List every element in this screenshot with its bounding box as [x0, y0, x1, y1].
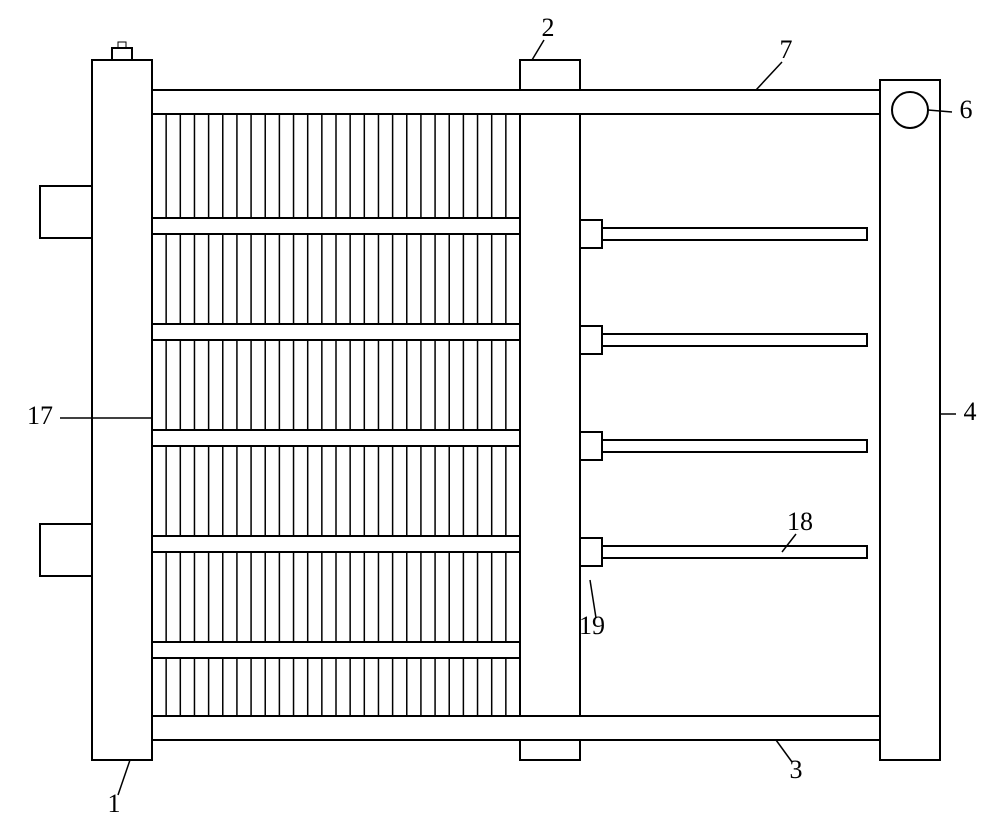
shelf-4	[152, 642, 520, 658]
label-4: 4	[964, 397, 977, 426]
top-cap	[112, 48, 132, 60]
leader-line-7	[756, 62, 782, 90]
leader-line-2	[532, 40, 544, 60]
bolt-bar-3	[602, 546, 867, 558]
bolt-head-1	[580, 326, 602, 354]
column-left	[92, 60, 152, 760]
bolt-bar-2	[602, 440, 867, 452]
left-square-1	[40, 524, 92, 576]
label-17: 17	[27, 401, 53, 430]
shelf-2	[152, 430, 520, 446]
bolt-head-3	[580, 538, 602, 566]
column-middle	[520, 60, 580, 760]
leader-line-6	[928, 110, 952, 112]
fin-group	[152, 114, 520, 716]
right-circle	[892, 92, 928, 128]
shelf-1	[152, 324, 520, 340]
left-square-0	[40, 186, 92, 238]
cross-bar-top	[152, 90, 880, 114]
diagram-canvas: 1 2 7 6 4 18 3 19 17	[0, 0, 1000, 824]
label-18: 18	[787, 507, 813, 536]
bolt-bar-0	[602, 228, 867, 240]
label-19: 19	[579, 611, 605, 640]
cross-bar-bottom	[152, 716, 880, 740]
column-right	[880, 80, 940, 760]
bolt-bar-1	[602, 334, 867, 346]
label-1: 1	[108, 789, 121, 818]
label-6: 6	[960, 95, 973, 124]
bolt-head-2	[580, 432, 602, 460]
bolt-head-0	[580, 220, 602, 248]
diagram-svg: 1 2 7 6 4 18 3 19 17	[0, 0, 1000, 824]
shelf-0	[152, 218, 520, 234]
leader-line-18	[782, 534, 796, 552]
shelf-3	[152, 536, 520, 552]
label-7: 7	[780, 35, 793, 64]
label-2: 2	[542, 13, 555, 42]
label-3: 3	[790, 755, 803, 784]
